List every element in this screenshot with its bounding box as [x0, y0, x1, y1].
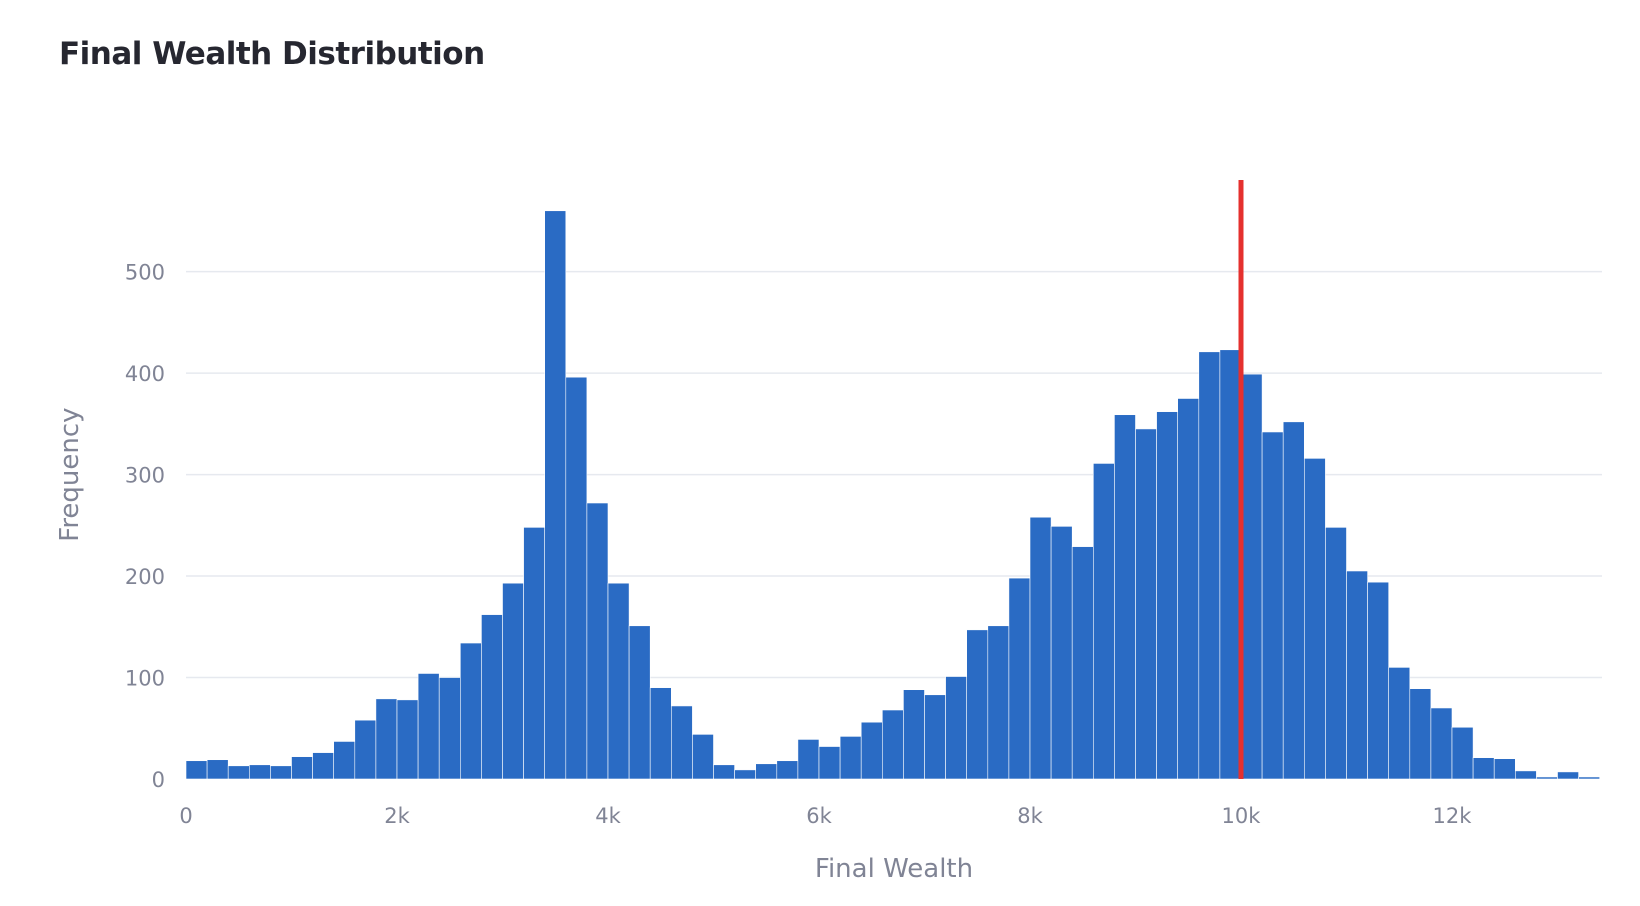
histogram-bar — [544, 210, 567, 780]
histogram-bar — [206, 759, 229, 780]
histogram-bars — [185, 210, 1600, 780]
histogram-bar — [924, 694, 946, 780]
histogram-bar — [1008, 577, 1031, 780]
histogram-bar — [1177, 398, 1200, 780]
histogram-bar — [417, 673, 440, 780]
histogram-bar — [1578, 776, 1600, 780]
x-tick-label: 12k — [1433, 804, 1473, 828]
histogram-bar — [649, 687, 672, 780]
x-axis-title: Final Wealth — [815, 854, 973, 884]
histogram-bar — [734, 769, 756, 780]
histogram-bar — [1367, 581, 1389, 780]
histogram-bar — [670, 705, 693, 780]
histogram-bar — [1472, 757, 1495, 780]
histogram-bar — [776, 760, 799, 780]
histogram-bar — [1240, 373, 1263, 780]
y-tick-label: 500 — [125, 261, 165, 285]
histogram-bar — [481, 614, 503, 780]
histogram-bar — [1430, 707, 1453, 780]
histogram-bar — [945, 676, 967, 780]
histogram-bar — [818, 746, 841, 780]
histogram-bar — [291, 756, 313, 780]
histogram-bar — [797, 739, 820, 780]
histogram-bar — [1198, 351, 1221, 780]
histogram-bar — [987, 625, 1010, 780]
histogram-bar — [1388, 667, 1411, 780]
histogram-bar — [438, 677, 461, 780]
histogram-bar — [1029, 516, 1052, 780]
histogram-bar — [839, 736, 862, 780]
histogram-bar — [1346, 570, 1368, 780]
histogram-bar — [1071, 546, 1094, 780]
histogram-bar — [1325, 527, 1347, 780]
histogram-bar — [1536, 776, 1558, 780]
histogram-bar — [565, 376, 588, 780]
x-tick-label: 10k — [1222, 804, 1262, 828]
histogram-bar — [1451, 726, 1474, 780]
histogram-bar — [903, 689, 925, 780]
histogram-bar — [1114, 414, 1136, 780]
histogram-bar — [1050, 526, 1073, 780]
histogram-bar — [1219, 349, 1242, 780]
histogram-bar — [396, 699, 419, 780]
histogram-bar — [1409, 688, 1432, 780]
histogram-bar — [333, 741, 356, 780]
histogram-bar — [881, 709, 904, 780]
histogram-bar — [1282, 421, 1305, 780]
histogram-bar — [1093, 463, 1115, 780]
x-tick-label: 8k — [1017, 804, 1043, 828]
gridlines — [186, 270, 1602, 679]
y-tick-label: 100 — [125, 667, 165, 691]
x-tick-label: 6k — [806, 804, 832, 828]
histogram-bar — [1156, 411, 1178, 780]
histogram-bar — [375, 698, 398, 780]
x-tick-label: 4k — [595, 804, 621, 828]
y-tick-label: 0 — [152, 768, 165, 792]
x-tick-label: 2k — [384, 804, 410, 828]
histogram-bar — [459, 642, 482, 780]
histogram-bar — [1261, 431, 1284, 780]
histogram-bar — [1304, 458, 1326, 780]
y-tick-label: 400 — [125, 362, 165, 386]
histogram-bar — [227, 765, 250, 780]
y-tick-label: 200 — [125, 565, 165, 589]
histogram-bar — [249, 764, 271, 780]
histogram-bar — [1515, 770, 1537, 780]
y-axis-ticks: 0 100 200 300 400 500 — [125, 261, 165, 792]
histogram-bar — [713, 764, 735, 780]
histogram-bar — [1557, 771, 1579, 780]
histogram-bar — [692, 734, 714, 780]
histogram-bar — [586, 502, 609, 780]
histogram-bar — [185, 760, 208, 780]
histogram-bar — [1135, 428, 1157, 780]
histogram-bar — [270, 765, 292, 780]
x-axis-ticks: 0 2k 4k 6k 8k 10k 12k — [179, 804, 1472, 828]
histogram-bar — [860, 721, 883, 780]
x-tick-label: 0 — [179, 804, 192, 828]
histogram-bar — [502, 582, 524, 780]
histogram-bar — [1493, 758, 1516, 780]
histogram-bar — [312, 752, 335, 780]
y-axis-title: Frequency — [55, 407, 85, 541]
y-tick-label: 300 — [125, 464, 165, 488]
histogram-bar — [523, 527, 545, 780]
histogram-bar — [755, 763, 778, 780]
histogram-bar — [966, 629, 989, 780]
histogram-bar — [607, 582, 630, 780]
histogram-bar — [354, 719, 377, 780]
chart-title: Final Wealth Distribution — [59, 36, 485, 72]
histogram-bar — [628, 625, 651, 780]
